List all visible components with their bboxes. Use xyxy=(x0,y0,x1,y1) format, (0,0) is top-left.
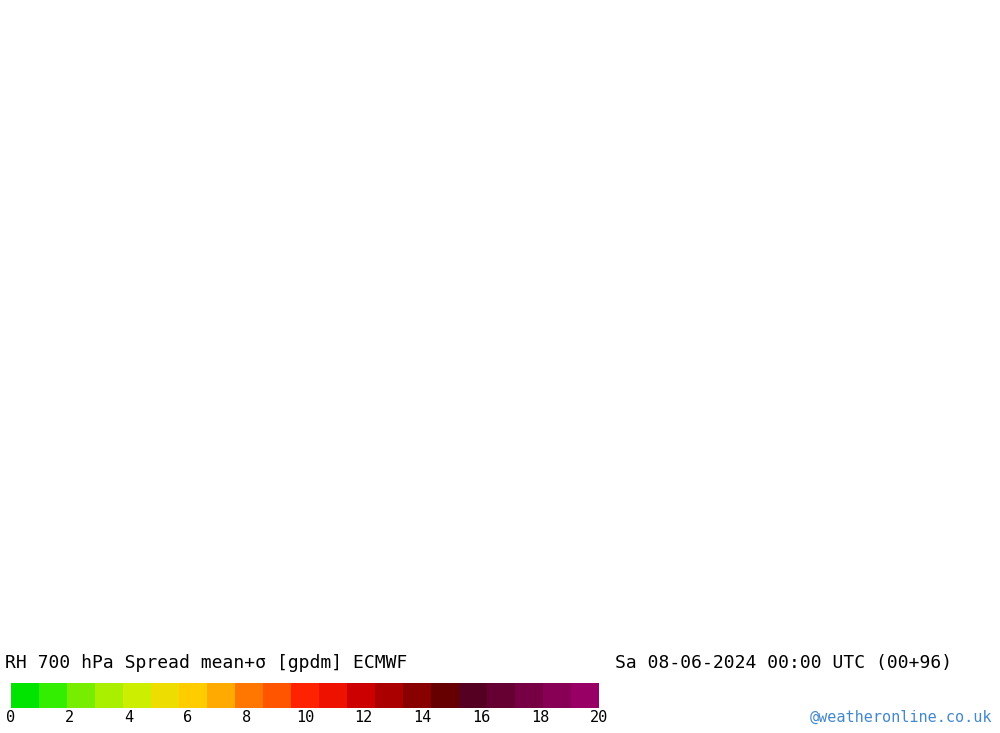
Text: 6: 6 xyxy=(183,710,192,726)
Bar xyxy=(151,683,179,708)
Bar xyxy=(67,683,95,708)
Bar xyxy=(179,683,207,708)
Text: 20: 20 xyxy=(590,710,608,726)
Bar xyxy=(319,683,347,708)
Text: 14: 14 xyxy=(413,710,432,726)
Text: 16: 16 xyxy=(472,710,491,726)
Bar xyxy=(123,683,151,708)
Text: Sa 08-06-2024 00:00 UTC (00+96): Sa 08-06-2024 00:00 UTC (00+96) xyxy=(615,655,952,672)
Bar xyxy=(235,683,263,708)
Bar xyxy=(487,683,515,708)
Bar xyxy=(375,683,403,708)
Bar xyxy=(403,683,431,708)
Bar xyxy=(291,683,319,708)
Text: @weatheronline.co.uk: @weatheronline.co.uk xyxy=(810,710,992,725)
Bar xyxy=(543,683,571,708)
Text: 18: 18 xyxy=(531,710,549,726)
Text: 8: 8 xyxy=(242,710,251,726)
Text: 10: 10 xyxy=(296,710,314,726)
Bar xyxy=(515,683,543,708)
Text: 2: 2 xyxy=(65,710,74,726)
Bar xyxy=(431,683,459,708)
Bar xyxy=(95,683,123,708)
Bar xyxy=(263,683,291,708)
Bar xyxy=(11,683,39,708)
Text: RH 700 hPa Spread mean+σ [gpdm] ECMWF: RH 700 hPa Spread mean+σ [gpdm] ECMWF xyxy=(5,655,407,672)
Bar xyxy=(347,683,375,708)
Bar xyxy=(39,683,67,708)
Text: 0: 0 xyxy=(6,710,16,726)
Bar xyxy=(459,683,487,708)
Bar xyxy=(571,683,599,708)
Text: 4: 4 xyxy=(124,710,133,726)
Text: 12: 12 xyxy=(355,710,373,726)
Bar xyxy=(207,683,235,708)
